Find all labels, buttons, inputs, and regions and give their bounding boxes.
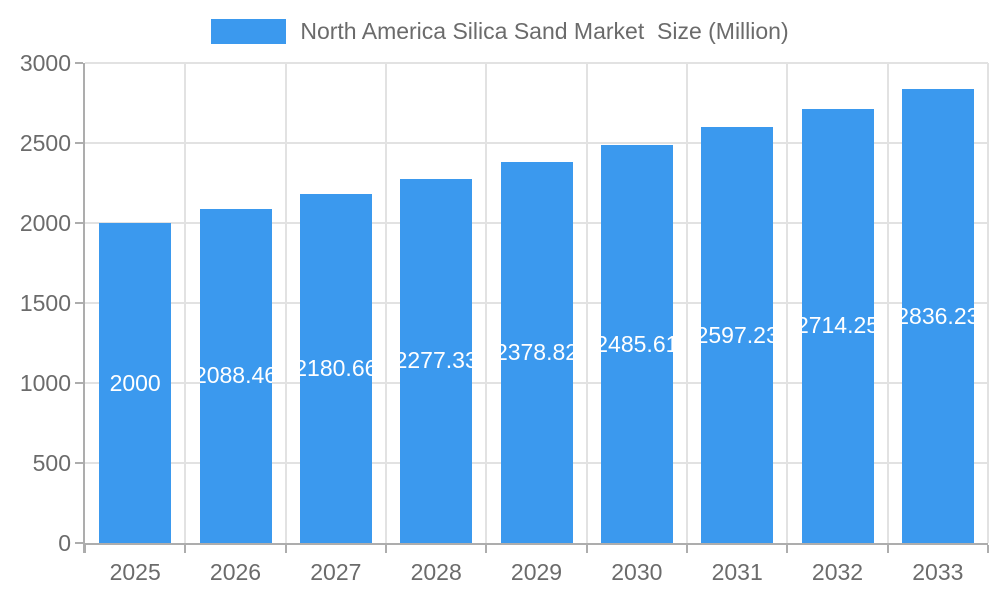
gridline-vertical [786,63,789,543]
y-axis-tick [75,382,83,384]
x-axis-tick [786,545,789,553]
x-axis-line [83,543,988,545]
x-axis-tick [84,545,86,553]
gridline-vertical [485,63,488,543]
gridline-vertical [886,63,889,543]
bar-value-label: 2180.66 [299,355,372,382]
bar-2030[interactable]: 2485.61 [600,145,673,543]
x-tick-label-2026: 2026 [209,559,262,585]
y-tick-label: 1000 [19,370,71,396]
gridline-vertical [284,63,287,543]
bar-value-label: 2088.46 [199,362,272,389]
y-axis-tick [75,62,83,64]
x-axis-tick [585,545,588,553]
y-tick-label: 0 [58,530,71,556]
bar-value-label: 2378.82 [500,339,573,366]
x-axis-tick [184,545,187,553]
y-axis-tick [75,462,83,464]
bar-2028[interactable]: 2277.33 [400,178,473,543]
y-axis-tick [75,542,83,544]
gridline-vertical [585,63,588,543]
x-axis-tick [284,545,287,553]
x-tick-label-2029: 2029 [510,559,563,585]
bar-value-label: 2836.23 [901,302,974,329]
gridline-horizontal [85,142,988,144]
y-tick-label: 1500 [19,290,71,316]
bar-2033[interactable]: 2836.23 [901,89,974,543]
y-axis-tick [75,222,83,224]
y-axis-tick [75,142,83,144]
bar-value-label: 2714.25 [801,312,874,339]
bar-2029[interactable]: 2378.82 [500,162,573,543]
gridline-vertical [987,63,989,543]
bar-2026[interactable]: 2088.46 [199,208,272,543]
x-axis-tick [686,545,688,553]
bar-value-label: 2597.23 [701,321,774,348]
x-tick-label-2030: 2030 [611,559,663,585]
bar-2032[interactable]: 2714.25 [801,108,874,543]
bar-value-label: 2277.33 [400,347,473,374]
x-tick-label-2033: 2033 [912,559,964,585]
bar-value-label: 2485.61 [600,330,673,357]
x-axis-tick [385,545,387,553]
x-tick-label-2032: 2032 [811,559,864,585]
bar-2031[interactable]: 2597.23 [701,127,774,543]
gridline-vertical [385,63,387,543]
x-tick-label-2027: 2027 [310,559,362,585]
y-tick-label: 3000 [19,50,71,76]
chart-title: North America Silica Sand Market Size (M… [300,18,789,44]
y-tick-label: 500 [32,450,71,476]
x-tick-label-2031: 2031 [711,559,763,585]
bar-value-label: 2000 [109,369,161,396]
y-axis-line [83,63,85,553]
y-tick-label: 2500 [19,130,71,156]
x-tick-label-2028: 2028 [410,559,462,585]
x-axis-tick [485,545,488,553]
legend-swatch [211,19,287,44]
bar-2027[interactable]: 2180.66 [299,194,372,543]
gridline-vertical [686,63,688,543]
y-tick-label: 2000 [19,210,71,236]
x-axis-tick [987,545,989,553]
gridline-horizontal [85,62,988,64]
chart-legend[interactable]: North America Silica Sand Market Size (M… [0,19,1000,44]
bar-2025[interactable]: 2000 [99,223,172,543]
x-axis-tick [886,545,889,553]
y-axis-tick [75,302,83,304]
gridline-vertical [184,63,187,543]
x-tick-label-2025: 2025 [109,559,161,585]
